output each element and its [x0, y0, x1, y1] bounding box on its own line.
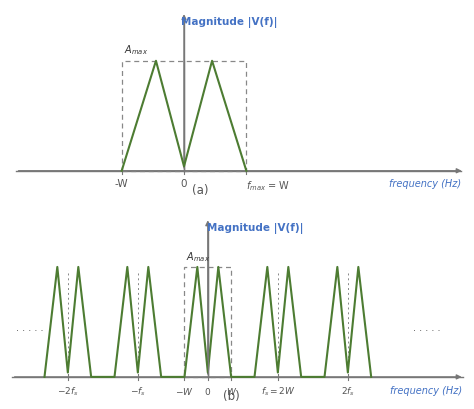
Text: . . . . .: . . . . .: [413, 323, 441, 333]
Bar: [184, 267, 231, 377]
Text: $f_{max}$ = W: $f_{max}$ = W: [246, 179, 291, 193]
Text: -W: -W: [115, 179, 128, 189]
Text: $0$: $0$: [204, 384, 211, 396]
Text: $W$: $W$: [226, 384, 237, 396]
Text: (b): (b): [223, 389, 239, 402]
Text: $A_{max}$: $A_{max}$: [186, 249, 210, 263]
Bar: [122, 62, 246, 171]
Text: $- W$: $- W$: [175, 384, 194, 396]
Text: 0: 0: [181, 179, 187, 189]
Text: $A_{max}$: $A_{max}$: [124, 43, 148, 57]
Text: $-2f_s$: $-2f_s$: [57, 384, 79, 397]
Text: $f_s= 2W$: $f_s= 2W$: [261, 384, 295, 397]
Text: . . . . .: . . . . .: [17, 323, 44, 333]
Text: $2f_s$: $2f_s$: [341, 384, 355, 397]
Text: Magnitude |V(f)|: Magnitude |V(f)|: [207, 222, 303, 234]
Text: $-f_s$: $-f_s$: [130, 384, 146, 397]
Text: frequency (Hz): frequency (Hz): [389, 179, 461, 189]
Text: frequency (Hz): frequency (Hz): [390, 384, 462, 395]
Text: Magnitude |V(f)|: Magnitude |V(f)|: [181, 17, 277, 28]
Text: (a): (a): [191, 183, 208, 196]
